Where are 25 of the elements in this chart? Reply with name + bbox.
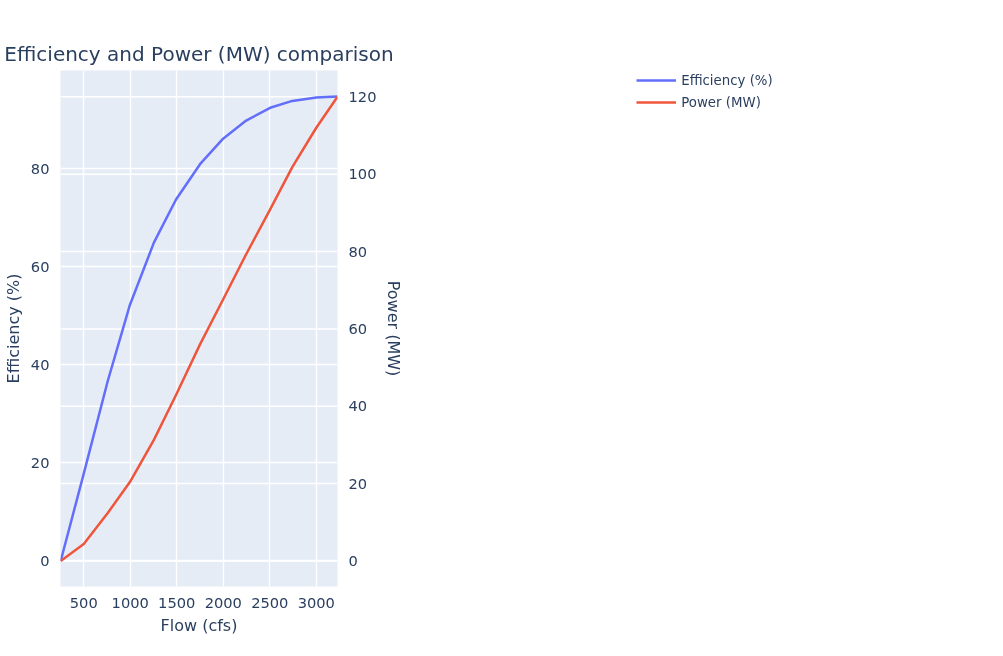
legend-label: Efficiency (%)	[681, 72, 773, 88]
y2-axis-title: Power (MW)	[384, 280, 404, 377]
x-tick-label: 1500	[158, 593, 196, 611]
x-tick-label: 2500	[251, 593, 289, 611]
x-tick-label: 500	[69, 593, 98, 611]
y2-tick-label: 20	[348, 474, 368, 492]
x-tick-label: 2000	[204, 593, 242, 611]
y-tick-label: 80	[30, 159, 50, 177]
y2-tick-label: 60	[348, 319, 368, 337]
x-tick-label: 1000	[111, 593, 149, 611]
y2-tick-label: 40	[348, 397, 368, 415]
y-tick-label: 20	[30, 453, 50, 471]
y-tick-label: 40	[30, 355, 50, 373]
y-axis-title: Efficiency (%)	[3, 273, 23, 384]
x-tick-label: 3000	[297, 593, 335, 611]
line-series	[60, 95, 338, 563]
legend-label: Power (MW)	[681, 94, 761, 110]
y-tick-label: 0	[40, 551, 50, 569]
y-tick-label: 60	[30, 257, 50, 275]
y2-tick-label: 100	[348, 165, 377, 183]
y2-tick-label: 80	[348, 242, 368, 260]
y2-tick-label: 0	[348, 551, 358, 569]
y2-tick-label: 120	[348, 87, 377, 105]
x-axis-title: Flow (cfs)	[160, 615, 238, 635]
chart-title: Efficiency and Power (MW) comparison	[4, 41, 394, 66]
